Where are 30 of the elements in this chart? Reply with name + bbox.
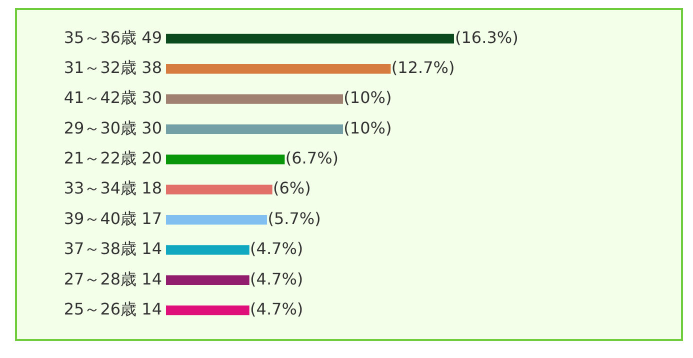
- data-label: (12.7%): [391, 58, 455, 78]
- bar: [166, 124, 344, 134]
- bar: [166, 214, 268, 225]
- bar: [166, 245, 250, 255]
- y-tick-label: 39～40歳 17: [64, 208, 162, 228]
- bar: [166, 94, 344, 104]
- data-label: (5.7%): [268, 208, 321, 228]
- data-label: (4.7%): [250, 239, 304, 258]
- data-label: (4.7%): [250, 269, 304, 288]
- data-label: (10%): [344, 118, 392, 138]
- y-tick-label: 41～42歳 30: [64, 88, 162, 108]
- y-tick-label: 37～38歳 14: [64, 239, 162, 258]
- y-tick-label: 25～26歳 14: [64, 299, 162, 318]
- y-tick-label: 31～32歳 38: [64, 58, 162, 78]
- bar: [166, 64, 391, 74]
- bar: [166, 184, 272, 194]
- y-tick-label: 35～36歳 49: [64, 28, 162, 47]
- y-tick-label: 33～34歳 18: [64, 178, 162, 198]
- data-label: (10%): [344, 88, 392, 108]
- y-tick-label: 27～28歳 14: [64, 269, 162, 288]
- bar: [166, 154, 285, 164]
- data-label: (6%): [273, 178, 311, 198]
- data-label: (16.3%): [455, 28, 518, 47]
- data-label: (6.7%): [285, 148, 339, 168]
- y-tick-label: 21～22歳 20: [64, 148, 162, 168]
- bar: [166, 275, 250, 285]
- y-tick-label: 29～30歳 30: [64, 118, 162, 138]
- data-label: (4.7%): [250, 299, 304, 318]
- bar: [166, 34, 454, 44]
- bar: [166, 305, 250, 316]
